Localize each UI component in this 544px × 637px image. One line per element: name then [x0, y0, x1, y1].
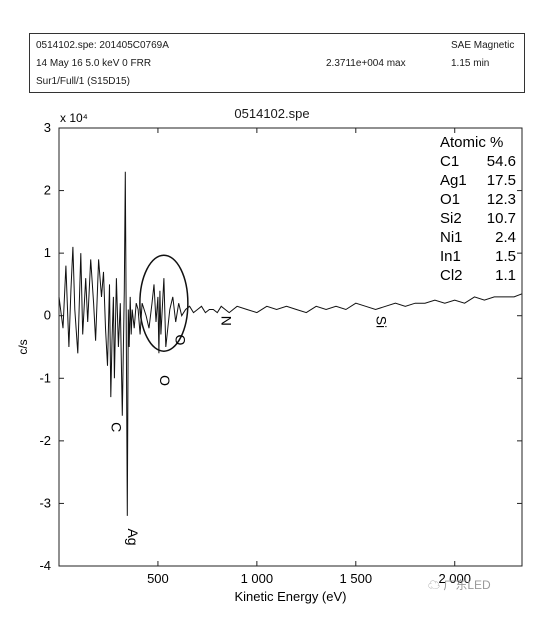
legend-element: O1 [440, 191, 460, 208]
wechat-icon: ☁ [428, 578, 441, 592]
y-tick-label: -1 [39, 370, 51, 385]
legend-value: 12.3 [487, 191, 516, 208]
y-tick-label: 2 [44, 183, 51, 198]
watermark-text: 广东LED [443, 578, 491, 592]
peak-label: N [218, 316, 234, 326]
peak-label: Si [374, 316, 390, 328]
legend-title: Atomic % [440, 134, 503, 151]
y-axis-label: c/s [16, 339, 30, 354]
legend-element: Ag1 [440, 172, 467, 189]
y-tick-label: -4 [39, 558, 51, 573]
legend-element: In1 [440, 248, 461, 265]
legend-value: 54.6 [487, 153, 516, 170]
legend-value: 1.1 [495, 267, 516, 284]
peak-label: C [108, 422, 124, 432]
x-tick-label: 500 [147, 571, 169, 586]
y-multiplier: x 10⁴ [60, 111, 88, 125]
y-tick-label: -2 [39, 433, 51, 448]
y-tick-label: 0 [44, 308, 51, 323]
legend-element: Ni1 [440, 229, 463, 246]
watermark: ☁ 广东LED [428, 576, 491, 593]
x-tick-label: 1 500 [340, 571, 373, 586]
legend-value: 17.5 [487, 172, 516, 189]
legend-value: 2.4 [495, 229, 516, 246]
y-tick-label: 1 [44, 245, 51, 260]
chart-title: 0514102.spe [234, 106, 310, 121]
peak-label: O [157, 375, 173, 386]
x-axis-label: Kinetic Energy (eV) [235, 589, 347, 604]
legend-element: Cl2 [440, 267, 463, 284]
acquisition-info: 14 May 16 5.0 keV 0 FRR [36, 58, 152, 69]
x-tick-label: 1 000 [241, 571, 274, 586]
y-tick-label: -3 [39, 495, 51, 510]
file-info: 0514102.spe: 201405C0769A [36, 40, 169, 51]
spectrum-line [58, 171, 523, 516]
y-tick-label: 3 [44, 120, 51, 135]
spectrum-info-box: 0514102.spe: 201405C0769A SAE Magnetic 1… [29, 33, 525, 93]
max-counts: 2.3711e+004 max [326, 58, 406, 69]
plot-frame [58, 127, 523, 567]
region-info: Sur1/Full/1 (S15D15) [36, 76, 130, 87]
o-peak-ellipse [139, 254, 189, 352]
legend-element: Si2 [440, 210, 462, 227]
legend-value: 1.5 [495, 248, 516, 265]
peak-label: O [173, 334, 189, 345]
company-name: SAE Magnetic [451, 40, 515, 51]
x-tick-label: 2 000 [438, 571, 471, 586]
legend-element: C1 [440, 153, 459, 170]
peak-label: Ag [125, 528, 141, 545]
acquisition-time: 1.15 min [451, 58, 490, 69]
legend-value: 10.7 [487, 210, 516, 227]
